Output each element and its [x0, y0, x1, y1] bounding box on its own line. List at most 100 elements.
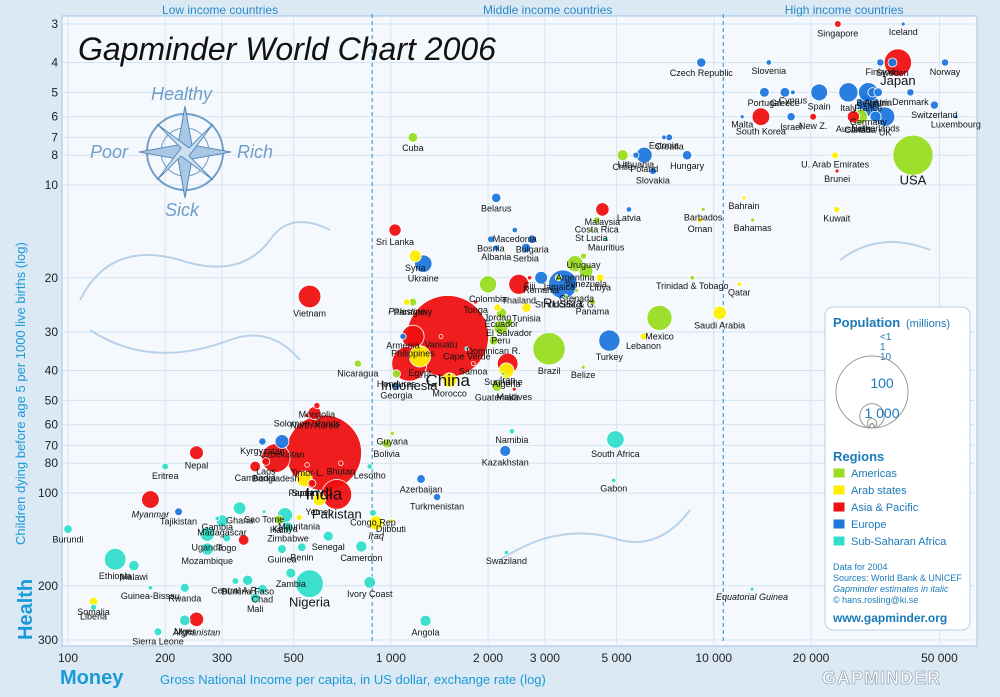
y-tick-label-7: 20 [45, 271, 59, 285]
y-tick-label-4: 7 [51, 130, 58, 144]
label-somalia: Somalia [77, 607, 110, 617]
legend-size-label-1: 1 [880, 342, 886, 353]
bubble-guinea [277, 544, 287, 554]
label-georgia: Georgia [380, 391, 412, 401]
bubble-cuba [407, 132, 419, 143]
label-guatemala: Guatemala [475, 392, 519, 402]
label-myanmar: Myanmar [132, 509, 171, 519]
bubble-lebanon [639, 332, 648, 341]
label-nigeria: Nigeria [289, 595, 331, 610]
label-uganda: Uganda [192, 542, 224, 552]
label-france: France [854, 103, 882, 113]
income-bands: Low income countries Middle income countr… [162, 3, 903, 642]
bubble-guatemala [491, 380, 503, 392]
bubble-liberia [90, 603, 98, 611]
label-dominican-r-: Dominican R. [467, 346, 521, 356]
legend-population-unit: (millions) [906, 318, 950, 330]
bubble-zimbabwe [282, 521, 294, 533]
bubble-austria [873, 87, 883, 98]
compass-poor: Poor [90, 142, 129, 162]
y-tick-label-6: 10 [45, 178, 59, 192]
label-fiji: Fiji [524, 281, 536, 291]
bubble-trinidad-tobago [689, 275, 695, 281]
label-pakistan: Pakistan [312, 506, 362, 521]
label-sierra-leone: Sierra Leone [132, 637, 184, 647]
bubble-argentina [566, 255, 584, 273]
legend-region-label-0: Americas [851, 468, 897, 480]
bubble-israel [786, 112, 796, 122]
compass-rose: Healthy Poor Rich Sick [90, 84, 273, 220]
label-solomon-islands: Solomon Islands [274, 418, 341, 428]
bubble-burundi [63, 524, 73, 534]
label-jordan: Jordan [484, 312, 512, 322]
label-mauritius: Mauritius [588, 243, 625, 253]
label-central-a-r-: Central A.R. [211, 585, 260, 595]
country-bubbles [63, 20, 959, 637]
label-zimbabwe: Zimbabwe [267, 533, 309, 543]
label-costa-rica: Costa Rica [575, 225, 619, 235]
label-ethiopia: Ethiopia [99, 571, 132, 581]
label-angola: Angola [411, 627, 439, 637]
bubble-estonia [661, 134, 667, 141]
bubble-singapore [833, 20, 842, 28]
label-guinea: Guinea [267, 555, 296, 565]
bubble-turkey [598, 329, 621, 352]
bubble-palestine [402, 298, 411, 306]
legend-region-label-1: Arab states [851, 485, 907, 497]
legend-website[interactable]: www.gapminder.org [832, 611, 947, 625]
label-turkmenistan: Turkmenistan [410, 502, 464, 512]
label-albania: Albania [481, 252, 511, 262]
x-tick-label-9: 20 000 [793, 651, 830, 665]
bubble-st-lucia [589, 227, 594, 233]
bubble-iraq [368, 515, 384, 531]
bubble-yemen [312, 492, 326, 507]
bubble-chad [257, 583, 268, 595]
bubble-cameroon [355, 540, 368, 553]
bubble-nigeria [295, 569, 324, 598]
bubble-uruguay [579, 252, 588, 260]
label-norway: Norway [930, 67, 961, 77]
label-croatia: Croatia [655, 142, 684, 152]
label-denmark: Denmark [892, 97, 929, 107]
label-senegal: Senegal [312, 542, 345, 552]
label-maldives: Maldives [496, 392, 532, 402]
bubble-eritrea [161, 462, 169, 471]
bubble-myanmar [141, 490, 160, 509]
bubble-lesotho [366, 463, 373, 470]
label-sao-tome: Sao Tome [244, 515, 284, 525]
bubble-nepal [189, 445, 204, 461]
legend-note-1: Sources: World Bank & UNICEF [833, 573, 962, 583]
label-turkey: Turkey [596, 352, 624, 362]
label-uk: UK [879, 127, 892, 137]
label-finland: Finland [866, 67, 896, 77]
legend-size-label-4: 1 000 [864, 405, 899, 421]
legend-swatch-1 [832, 484, 846, 496]
bubble-kyrgyzstan [258, 437, 267, 446]
label-switzerland: Switzerland [911, 110, 958, 120]
label-samoa: Samoa [459, 367, 488, 377]
label-italy: Italy [840, 103, 857, 113]
bubble-panama [588, 298, 596, 306]
label-panama: Panama [576, 306, 610, 316]
bubble-sierra-leone [153, 627, 163, 637]
label-u-arab-emirates: U. Arab Emirates [801, 160, 870, 170]
bubble-suriname [500, 371, 506, 377]
bubble-latvia [625, 206, 633, 213]
bubble-burkina-faso [242, 574, 254, 586]
bubble-malaysia [595, 202, 610, 217]
legend-note-0: Data for 2004 [833, 562, 888, 572]
compass-star-diag-icon [156, 123, 214, 181]
bubble-niger [179, 614, 191, 627]
label-colombia: Colombia [469, 294, 507, 304]
bubble-togo [222, 533, 231, 543]
legend-swatch-3 [832, 518, 846, 530]
label-st-vincent-g-: St Vincent & G. [535, 299, 596, 309]
bubble-belize [580, 364, 586, 370]
label-uruguay: Uruguay [566, 260, 601, 270]
label-poland: Poland [630, 164, 658, 174]
bubble-norway [940, 58, 950, 67]
label-new-z-: New Z. [799, 121, 828, 131]
